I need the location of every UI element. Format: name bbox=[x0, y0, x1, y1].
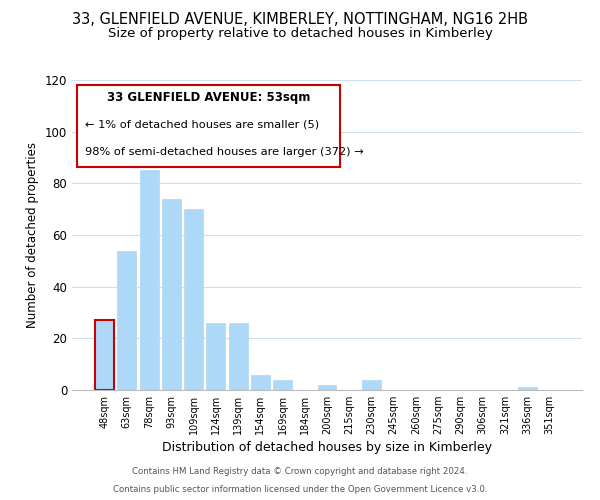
Bar bbox=[162, 199, 181, 390]
Text: Size of property relative to detached houses in Kimberley: Size of property relative to detached ho… bbox=[107, 28, 493, 40]
Bar bbox=[518, 388, 536, 390]
Bar bbox=[273, 380, 292, 390]
Text: 98% of semi-detached houses are larger (372) →: 98% of semi-detached houses are larger (… bbox=[85, 147, 364, 157]
Bar bbox=[362, 380, 381, 390]
Text: Contains public sector information licensed under the Open Government Licence v3: Contains public sector information licen… bbox=[113, 485, 487, 494]
Text: ← 1% of detached houses are smaller (5): ← 1% of detached houses are smaller (5) bbox=[85, 119, 319, 129]
Bar bbox=[251, 374, 270, 390]
Bar bbox=[206, 323, 225, 390]
Text: 33 GLENFIELD AVENUE: 53sqm: 33 GLENFIELD AVENUE: 53sqm bbox=[107, 91, 310, 104]
Bar bbox=[118, 250, 136, 390]
Bar bbox=[317, 385, 337, 390]
Text: 33, GLENFIELD AVENUE, KIMBERLEY, NOTTINGHAM, NG16 2HB: 33, GLENFIELD AVENUE, KIMBERLEY, NOTTING… bbox=[72, 12, 528, 28]
Y-axis label: Number of detached properties: Number of detached properties bbox=[26, 142, 39, 328]
FancyBboxPatch shape bbox=[77, 84, 340, 167]
Bar bbox=[140, 170, 158, 390]
X-axis label: Distribution of detached houses by size in Kimberley: Distribution of detached houses by size … bbox=[162, 442, 492, 454]
Bar bbox=[95, 320, 114, 390]
Text: Contains HM Land Registry data © Crown copyright and database right 2024.: Contains HM Land Registry data © Crown c… bbox=[132, 467, 468, 476]
Bar bbox=[229, 323, 248, 390]
Bar bbox=[184, 209, 203, 390]
